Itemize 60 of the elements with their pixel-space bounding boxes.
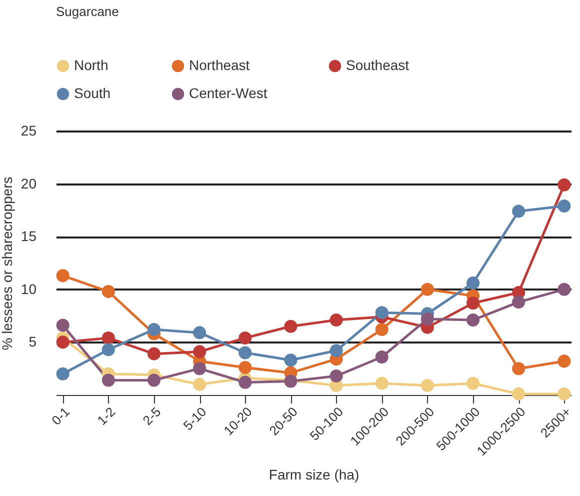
legend-label: Center-West <box>189 85 268 101</box>
y-tick-label: 25 <box>20 122 37 138</box>
point <box>147 374 161 387</box>
point <box>102 343 115 356</box>
legend-label: Southeast <box>346 57 410 73</box>
y-tick-label: 20 <box>20 175 37 192</box>
point <box>512 204 526 218</box>
point <box>420 378 434 392</box>
point <box>558 178 571 192</box>
x-tick-label: 2-5 <box>140 404 164 428</box>
point <box>238 361 252 374</box>
point <box>238 346 252 360</box>
legend-label: South <box>74 85 111 101</box>
point <box>466 376 480 390</box>
point <box>56 336 70 349</box>
point <box>147 323 161 336</box>
point <box>512 387 526 400</box>
x-axis-title: Farm size (ha) <box>268 466 360 483</box>
point <box>375 376 388 390</box>
point <box>193 362 206 376</box>
point <box>466 296 480 310</box>
y-tick-label: 10 <box>20 280 37 297</box>
point <box>330 369 343 382</box>
point <box>375 323 388 336</box>
point <box>330 314 343 327</box>
point <box>512 296 526 309</box>
legend-label: Northeast <box>189 57 250 73</box>
point <box>102 285 115 298</box>
point <box>102 331 115 344</box>
point <box>420 312 434 326</box>
point <box>420 282 434 296</box>
point <box>512 362 526 376</box>
point <box>466 276 480 290</box>
point <box>284 320 298 333</box>
point <box>558 354 571 368</box>
point <box>284 354 298 367</box>
point <box>56 269 70 282</box>
point <box>56 367 70 380</box>
point <box>193 326 206 340</box>
y-axis-title: % lessees or sharecroppers <box>0 176 15 350</box>
point <box>375 350 388 364</box>
x-tick-label: 1-2 <box>94 404 118 428</box>
point <box>56 318 70 332</box>
x-tick-label: 0-1 <box>48 404 73 428</box>
point <box>193 378 206 391</box>
point <box>193 345 206 358</box>
point <box>375 306 388 320</box>
point <box>238 376 252 389</box>
legend-label: North <box>74 57 108 73</box>
y-tick-label: 5 <box>28 334 37 350</box>
point <box>558 282 571 296</box>
point <box>102 374 115 387</box>
point <box>238 331 252 344</box>
point <box>558 387 571 400</box>
point <box>466 314 480 327</box>
y-tick-label: 15 <box>20 228 37 244</box>
point <box>558 199 571 212</box>
point <box>147 347 161 360</box>
point <box>330 344 343 358</box>
chart-title: Sugarcane <box>56 4 119 19</box>
